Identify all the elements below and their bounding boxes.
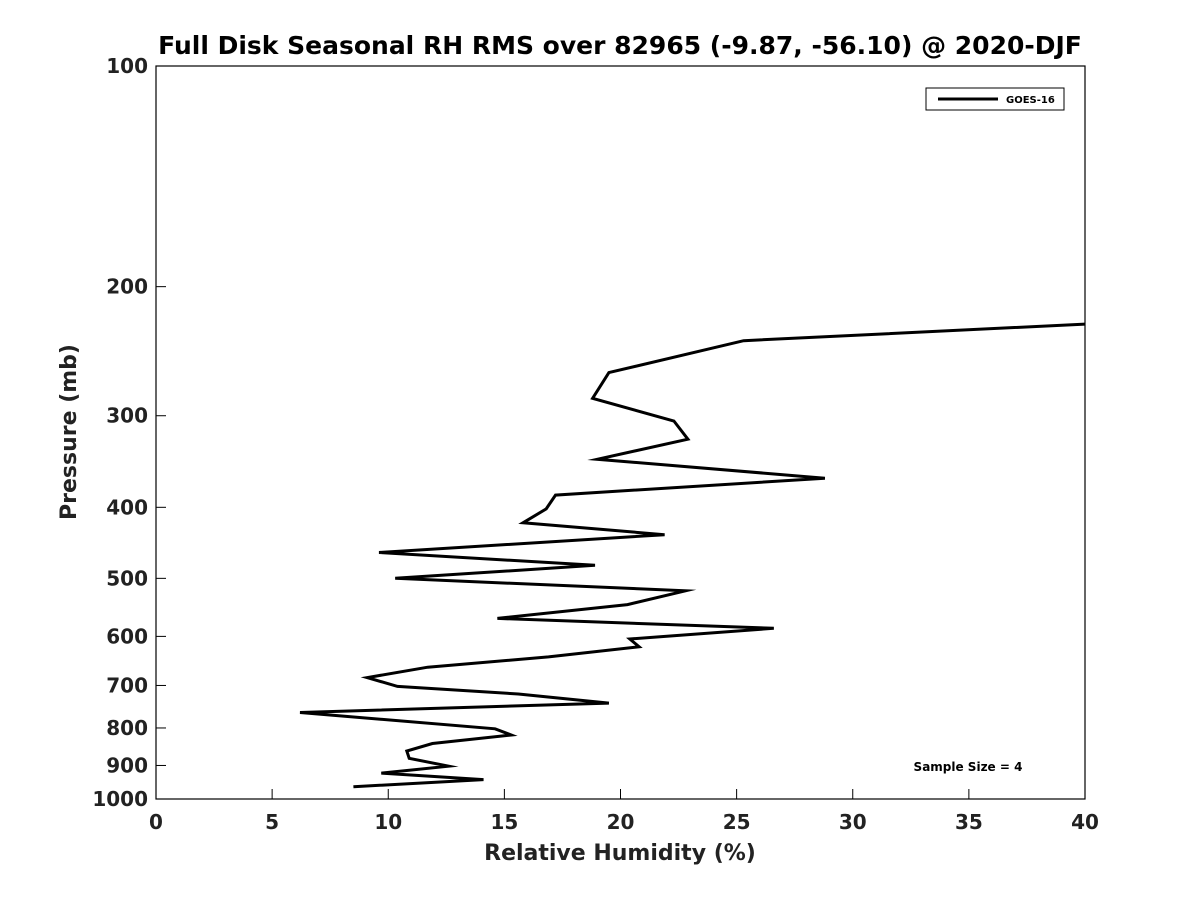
x-tick-label: 25 [723, 810, 751, 834]
x-tick-label: 40 [1071, 810, 1099, 834]
y-axis-label: Pressure (mb) [57, 344, 82, 520]
x-tick-label: 35 [955, 810, 983, 834]
x-tick-label: 5 [265, 810, 279, 834]
series-line-goes-16 [299, 322, 1086, 789]
series-layer [299, 322, 1086, 789]
y-tick-label: 400 [106, 495, 148, 519]
x-axis-label: Relative Humidity (%) [484, 841, 756, 866]
y-axis: 100 200 300 400 500 600 700 800 900 1000 [92, 54, 166, 811]
plot-frame [155, 65, 1086, 800]
y-tick-label: 100 [106, 54, 148, 78]
y-tick-label: 200 [106, 275, 148, 299]
x-tick-label: 30 [839, 810, 867, 834]
legend-label: GOES-16 [1006, 95, 1055, 106]
x-tick-label: 10 [374, 810, 402, 834]
y-tick-label: 600 [106, 624, 148, 648]
legend: GOES-16 [925, 87, 1065, 111]
y-tick-label: 900 [106, 753, 148, 777]
chart-title: Full Disk Seasonal RH RMS over 82965 (-9… [158, 31, 1082, 60]
y-tick-label: 700 [106, 673, 148, 697]
y-tick-label: 500 [106, 566, 148, 590]
x-tick-label: 15 [490, 810, 518, 834]
y-tick-label: 1000 [92, 787, 148, 811]
x-axis: 0 5 10 15 20 25 30 35 40 [149, 789, 1099, 834]
sample-size-annotation: Sample Size = 4 [914, 760, 1023, 774]
x-tick-label: 20 [607, 810, 635, 834]
x-tick-label: 0 [149, 810, 163, 834]
y-tick-label: 300 [106, 404, 148, 428]
y-tick-label: 800 [106, 716, 148, 740]
